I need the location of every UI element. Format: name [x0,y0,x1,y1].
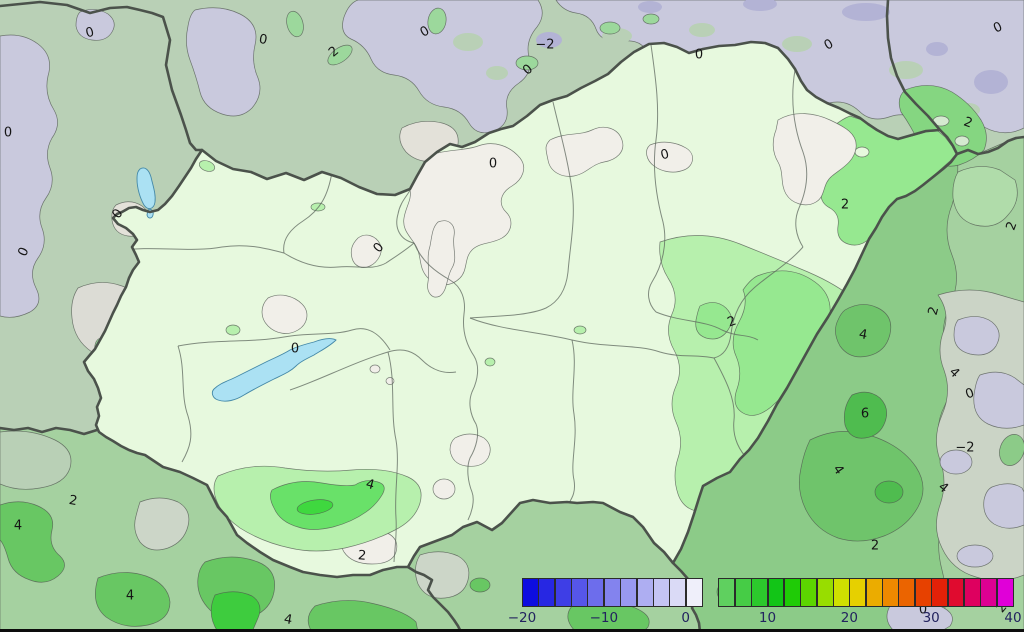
lakes [136,167,337,402]
county-borders [116,44,808,563]
border-austria-czech [0,0,204,152]
border-austria-slovenia [0,426,99,436]
lake-balaton [211,338,337,402]
hungary-region-blobs [198,113,957,565]
border-ukraine-romania [955,135,1024,156]
border-slovakia-ukraine [885,0,942,132]
border-croatia-south [406,565,463,632]
lake-ferto [136,167,156,209]
frame-bottom-edge [0,629,1024,632]
